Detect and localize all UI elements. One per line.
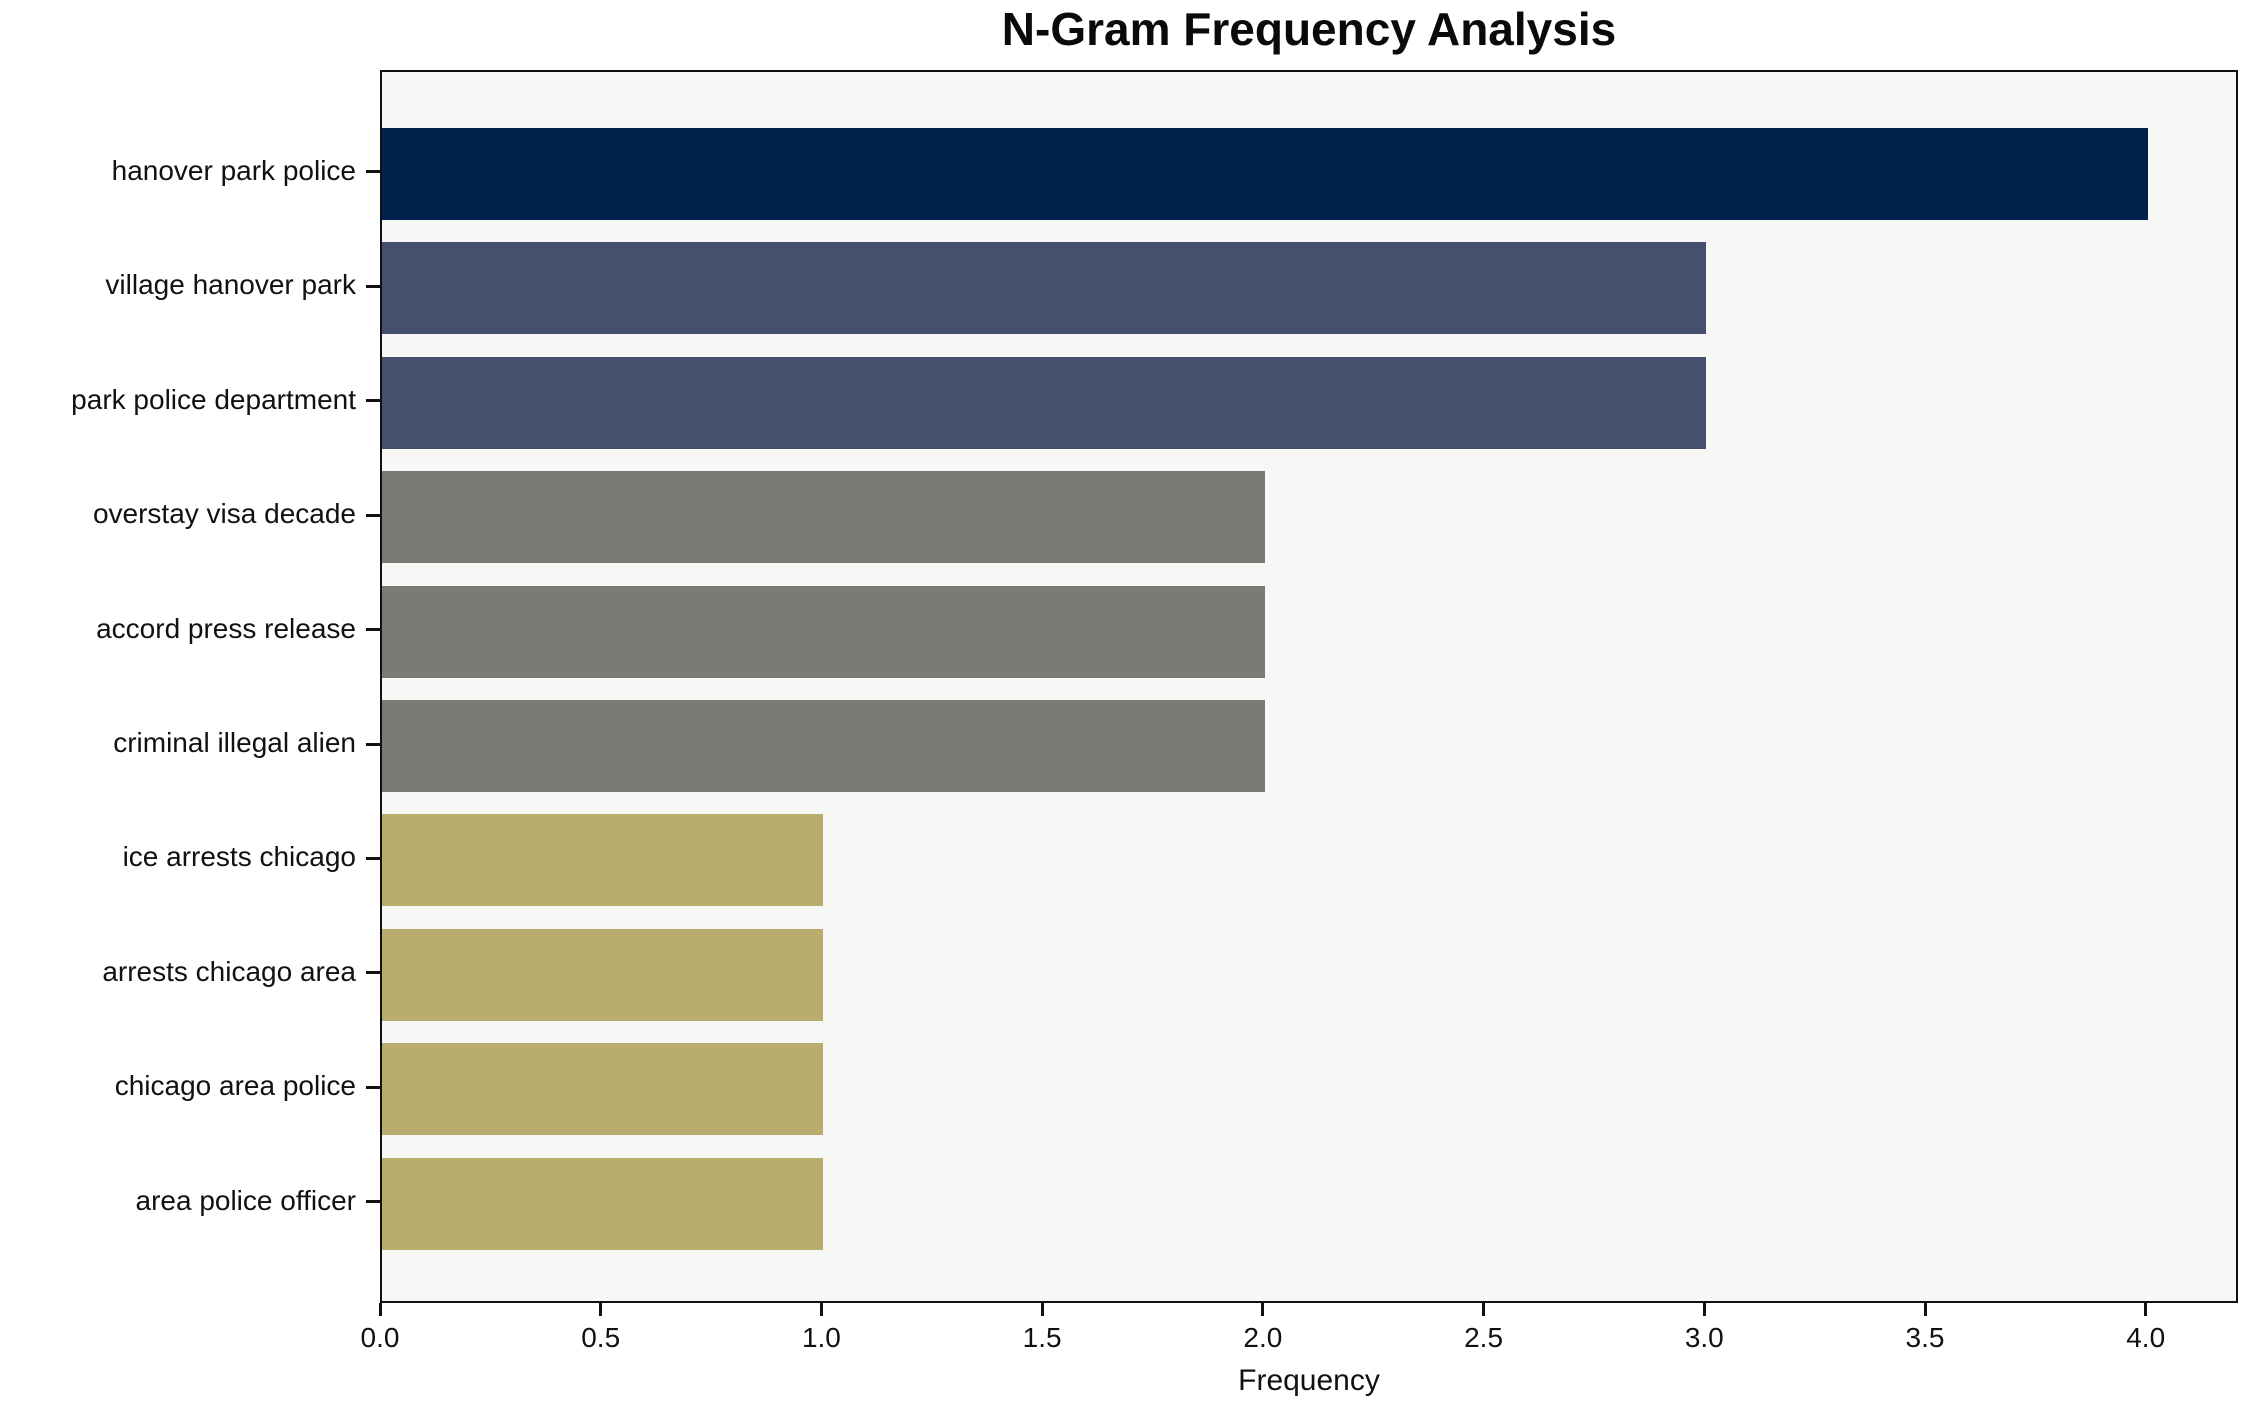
y-tick-mark — [366, 742, 380, 746]
bar-area-police-officer — [382, 1157, 824, 1250]
bar-village-hanover-park — [382, 242, 1707, 335]
y-tick-mark — [366, 513, 380, 517]
y-tick-mark — [366, 1200, 380, 1204]
x-tick-label: 4.0 — [2126, 1322, 2166, 1353]
bar-ice-arrests-chicago — [382, 814, 824, 907]
bar-hanover-park-police — [382, 127, 2148, 220]
y-tick-label: arrests chicago area — [102, 955, 356, 987]
x-tick-mark — [1261, 1303, 1265, 1316]
x-tick-mark — [819, 1303, 823, 1316]
x-tick-mark — [599, 1303, 603, 1316]
x-tick-mark — [2144, 1303, 2148, 1316]
x-tick-mark — [1482, 1303, 1486, 1316]
bar-overstay-visa-decade — [382, 471, 1265, 564]
x-tick-label: 2.5 — [1464, 1322, 1504, 1353]
y-tick-mark — [366, 399, 380, 403]
bar-accord-press-release — [382, 585, 1265, 678]
y-tick-label: village hanover park — [105, 269, 356, 301]
x-tick-label: 3.5 — [1905, 1322, 1945, 1353]
x-tick-label: 1.0 — [801, 1322, 841, 1353]
bar-criminal-illegal-alien — [382, 700, 1265, 793]
y-tick-label: ice arrests chicago — [122, 841, 356, 873]
plot-area — [380, 70, 2238, 1303]
y-tick-label: hanover park police — [111, 154, 356, 186]
y-tick-mark — [366, 628, 380, 632]
bar-chicago-area-police — [382, 1043, 824, 1136]
y-tick-mark — [366, 1085, 380, 1089]
x-tick-label: 1.5 — [1022, 1322, 1062, 1353]
x-tick-label: 0.5 — [581, 1322, 621, 1353]
y-tick-mark — [366, 170, 380, 174]
y-tick-label: criminal illegal alien — [113, 727, 356, 759]
x-axis-label: Frequency — [1238, 1364, 1380, 1397]
x-tick-mark — [1040, 1303, 1044, 1316]
y-tick-label: chicago area police — [114, 1070, 356, 1102]
bar-arrests-chicago-area — [382, 928, 824, 1021]
y-tick-mark — [366, 971, 380, 975]
x-tick-label: 0.0 — [360, 1322, 400, 1353]
chart-title: N-Gram Frequency Analysis — [1001, 3, 1617, 55]
y-tick-mark — [366, 856, 380, 860]
bar-park-police-department — [382, 356, 1707, 449]
y-tick-label: overstay visa decade — [92, 498, 356, 530]
y-tick-label: park police department — [71, 383, 356, 415]
y-tick-mark — [366, 284, 380, 288]
y-tick-label: area police officer — [135, 1184, 357, 1216]
x-tick-mark — [1923, 1303, 1927, 1316]
x-tick-mark — [378, 1303, 382, 1316]
x-tick-label: 3.0 — [1684, 1322, 1724, 1353]
x-tick-mark — [1702, 1303, 1706, 1316]
y-tick-label: accord press release — [96, 612, 356, 644]
x-tick-label: 2.0 — [1243, 1322, 1283, 1353]
